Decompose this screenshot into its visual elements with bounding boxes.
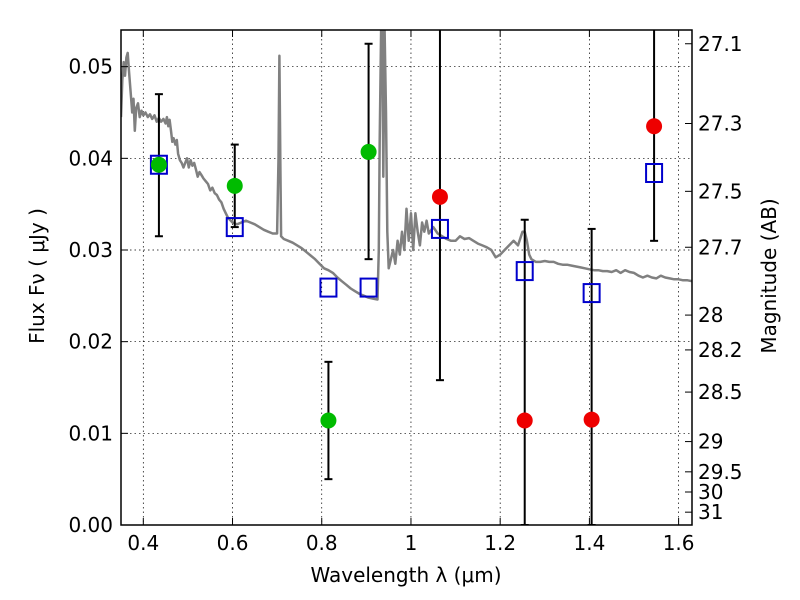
flux-measurement-point bbox=[320, 412, 337, 429]
model-band-square bbox=[319, 277, 338, 298]
axes: 0.4 0.6 0.8 1 1.2 1.4 1.6 0.00 0.01 0.02 0.03 0.04 0… bbox=[68, 29, 743, 555]
magnitude-tick-label: 28.5 bbox=[698, 380, 743, 404]
right-axis-label: Magnitude (AB) bbox=[757, 198, 781, 353]
y-tick-label: 0.04 bbox=[68, 146, 113, 170]
model-band-square bbox=[430, 218, 449, 239]
x-tick-label: 1 bbox=[405, 531, 418, 555]
magnitude-tick-label: 27.7 bbox=[698, 235, 743, 259]
magnitude-tick-label: 27.1 bbox=[698, 32, 743, 56]
magnitude-tick-label: 28.2 bbox=[698, 338, 743, 362]
x-tick-label: 1.6 bbox=[663, 531, 695, 555]
flux-measurement-point bbox=[646, 118, 663, 135]
flux-measurement-point bbox=[583, 411, 600, 428]
x-tick-label: 0.6 bbox=[217, 531, 249, 555]
y-tick-label: 0.03 bbox=[68, 238, 113, 262]
flux-measurement-point bbox=[226, 177, 243, 194]
flux-measurement-point bbox=[431, 188, 448, 205]
x-tick-label: 1.2 bbox=[484, 531, 516, 555]
magnitude-tick-label: 31 bbox=[698, 500, 723, 524]
flux-measurement-point bbox=[360, 143, 377, 160]
magnitude-tick-label: 30 bbox=[698, 480, 723, 504]
model-spectrum-line bbox=[121, 30, 692, 301]
x-axis-label: Wavelength λ (μm) bbox=[310, 563, 501, 587]
model-band-square bbox=[225, 217, 244, 238]
y-axis-label: Flux Fν ( μJy ) bbox=[25, 208, 49, 344]
model-band-square bbox=[645, 163, 664, 183]
magnitude-tick-label: 29 bbox=[698, 430, 723, 454]
magnitude-tick-label: 27.5 bbox=[698, 179, 743, 203]
magnitude-tick-label: 29.5 bbox=[698, 460, 743, 484]
x-tick-label: 1.4 bbox=[573, 531, 605, 555]
magnitude-tick-label: 27.3 bbox=[698, 112, 743, 136]
y-tick-label: 0.01 bbox=[68, 421, 113, 445]
flux-measurement-point bbox=[150, 156, 167, 173]
gridlines bbox=[121, 30, 692, 526]
model-band-square bbox=[359, 277, 378, 298]
flux-measurement-point bbox=[516, 412, 533, 429]
plot-area bbox=[121, 30, 692, 525]
x-tick-label: 0.4 bbox=[127, 531, 159, 555]
x-tick-label: 0.8 bbox=[306, 531, 338, 555]
y-tick-label: 0.00 bbox=[68, 513, 113, 537]
model-band-square bbox=[515, 261, 534, 282]
y-tick-label: 0.05 bbox=[68, 55, 113, 79]
magnitude-tick-label: 28 bbox=[698, 303, 723, 327]
plot-frame bbox=[120, 29, 693, 526]
model-band-square bbox=[582, 283, 601, 304]
y-tick-label: 0.02 bbox=[68, 330, 113, 354]
